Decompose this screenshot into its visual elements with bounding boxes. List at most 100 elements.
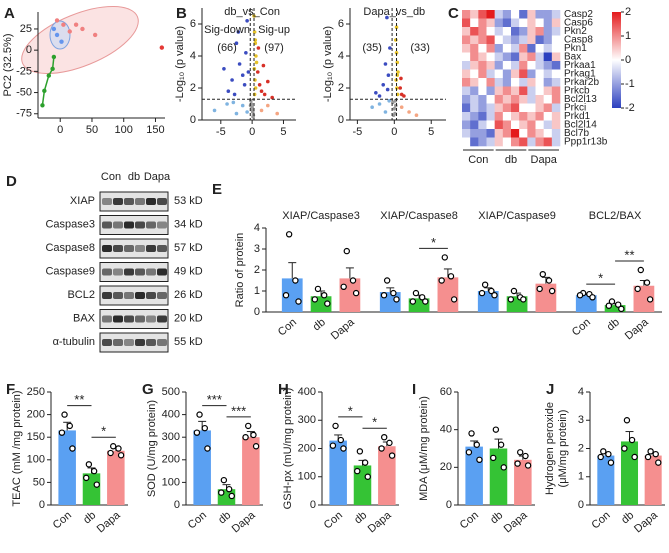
heat-cell (535, 35, 544, 45)
panel-label: D (6, 173, 17, 190)
y-axis-label: GSH-px (mU/mg protein) (282, 388, 294, 510)
row-label: Prkag1 (564, 68, 596, 79)
x-tick-label: db (605, 316, 622, 333)
y-tick-label: 100 (162, 476, 180, 488)
data-point (607, 459, 615, 466)
band (102, 268, 112, 276)
band (124, 245, 134, 252)
point (393, 103, 398, 108)
data-point (481, 281, 489, 288)
heat-cell (462, 103, 471, 113)
heat-cell (462, 44, 471, 53)
data-point (465, 449, 473, 456)
heat-cell (535, 86, 544, 96)
heat-cell (502, 18, 512, 28)
heat-cell (494, 95, 504, 104)
data-point (468, 430, 475, 437)
data-point (438, 277, 445, 284)
heat-cell (519, 18, 528, 28)
y-axis-label: -Log₁₀ (p value) (174, 26, 186, 102)
heat-cell (535, 95, 544, 104)
data-point (634, 285, 641, 293)
x-tick-label: -5 (216, 126, 226, 138)
heat-cell (470, 86, 479, 96)
point (270, 95, 274, 100)
heat-cell (478, 10, 487, 19)
band (102, 339, 112, 346)
data-point (600, 448, 607, 455)
bar (644, 455, 662, 505)
heat-cell (543, 35, 553, 45)
x-tick-label: Con (51, 509, 74, 531)
data-point (285, 231, 293, 238)
heat-cell (494, 18, 504, 28)
band (113, 268, 123, 276)
point (226, 89, 231, 93)
heat-cell (511, 52, 520, 62)
heat-cell (527, 61, 536, 70)
heat-cell (470, 103, 479, 113)
size-label: 49 kD (174, 265, 203, 277)
data-point (507, 296, 515, 303)
panel-label: B (176, 5, 187, 22)
bar (437, 277, 459, 312)
heat-cell (470, 69, 479, 79)
y-tick-label: 0 (190, 114, 196, 126)
point (250, 108, 255, 113)
x-tick-label: Dapa (230, 509, 259, 536)
sig-label: ** (74, 392, 84, 407)
protein-label: Caspase8 (45, 242, 95, 254)
data-point (510, 287, 518, 295)
heat-cell (511, 78, 520, 87)
heat-cell (502, 61, 512, 70)
point (254, 60, 259, 65)
group-ellipse (49, 20, 71, 50)
point (61, 22, 66, 27)
data-point (539, 271, 546, 278)
protein-label: XIAP (70, 195, 95, 207)
point (240, 103, 245, 108)
data-point (488, 287, 495, 295)
annotation: Sig-down (204, 24, 250, 36)
band (135, 245, 145, 252)
data-point (117, 452, 125, 459)
band (102, 315, 112, 323)
data-point (490, 454, 497, 462)
heat-cell (470, 52, 479, 62)
heat-cell (494, 137, 504, 147)
band (146, 339, 156, 346)
bar (193, 430, 211, 505)
heat-cell (519, 95, 528, 104)
heat-cell (535, 103, 544, 113)
panel-label: H (278, 381, 289, 398)
y-tick-label: 25 (20, 23, 32, 35)
heat-cell (502, 78, 512, 87)
data-point (381, 434, 388, 441)
lane-label: Dapa (144, 171, 171, 183)
data-point (605, 450, 612, 458)
point (399, 105, 404, 109)
data-point (295, 298, 302, 305)
point (402, 94, 406, 98)
data-point (524, 462, 532, 469)
heat-cell (502, 137, 512, 147)
heat-cell (478, 69, 487, 79)
heat-cell (535, 78, 544, 87)
data-point (412, 289, 420, 297)
heat-cell (551, 129, 561, 138)
point (234, 41, 239, 45)
heat-cell (462, 35, 471, 45)
point (399, 76, 403, 81)
colorbar-label: -1 (625, 78, 635, 90)
point (385, 15, 389, 20)
data-point (473, 441, 480, 448)
annotation: (33) (410, 42, 430, 54)
heat-cell (462, 95, 471, 104)
heat-cell (519, 61, 528, 70)
point (395, 60, 400, 65)
heat-cell (470, 78, 479, 87)
group-title: XIAP/Caspase9 (478, 210, 556, 222)
heat-cell (470, 10, 479, 19)
data-point (337, 436, 344, 444)
x-tick-label: Con (322, 509, 345, 531)
